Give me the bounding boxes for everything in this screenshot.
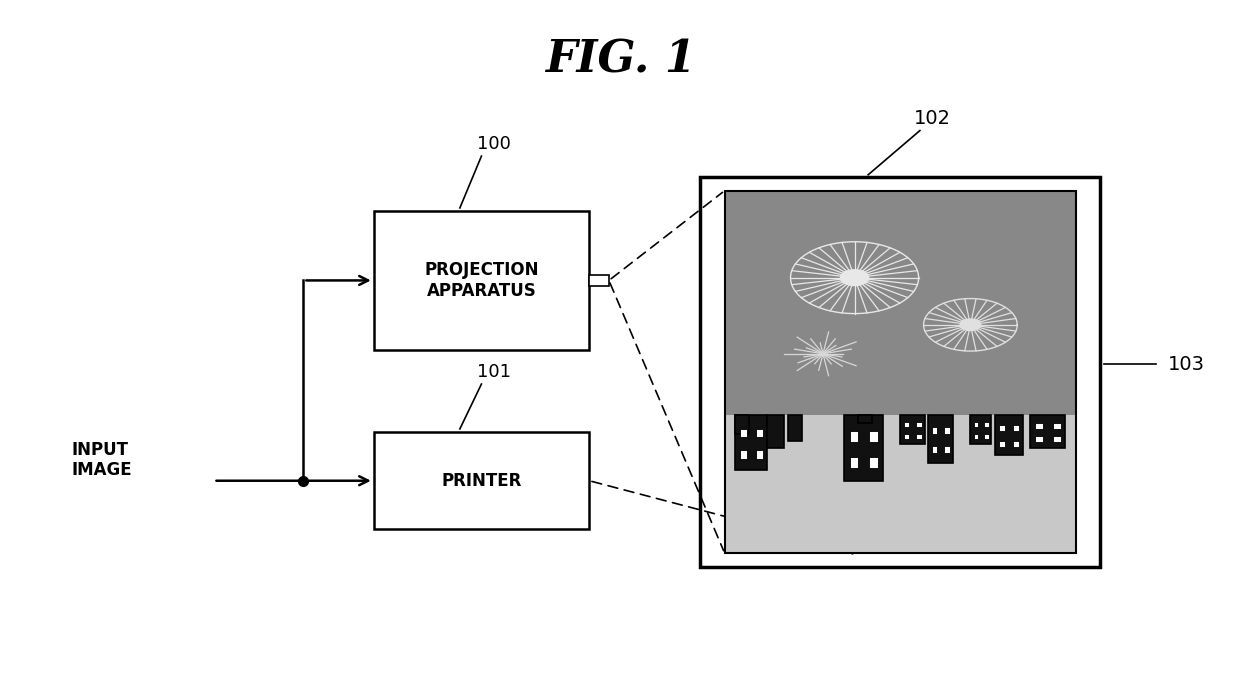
- Bar: [735, 415, 766, 470]
- Bar: [916, 422, 921, 427]
- Bar: [1030, 415, 1065, 448]
- Text: 101: 101: [476, 363, 511, 380]
- Bar: [735, 415, 749, 433]
- Bar: [944, 427, 950, 434]
- Bar: [766, 415, 785, 448]
- Bar: [844, 415, 883, 481]
- Bar: [724, 415, 1076, 553]
- Text: PRINTER: PRINTER: [441, 472, 522, 490]
- Bar: [973, 422, 978, 427]
- Bar: [944, 446, 950, 453]
- Bar: [1053, 424, 1060, 428]
- Bar: [999, 425, 1006, 431]
- Bar: [904, 434, 909, 439]
- Bar: [740, 428, 746, 437]
- Bar: [929, 415, 952, 463]
- Bar: [1053, 436, 1060, 442]
- Bar: [999, 441, 1006, 447]
- Bar: [916, 434, 921, 439]
- Bar: [932, 427, 937, 434]
- Bar: [701, 177, 1100, 567]
- Text: FIG. 1: FIG. 1: [544, 38, 696, 82]
- Bar: [1013, 441, 1019, 447]
- Bar: [858, 415, 872, 423]
- Bar: [849, 457, 858, 468]
- Bar: [900, 415, 925, 445]
- Bar: [724, 191, 1076, 553]
- Bar: [740, 450, 746, 459]
- Text: INPUT
IMAGE: INPUT IMAGE: [72, 440, 133, 480]
- Bar: [932, 446, 937, 453]
- Bar: [1035, 436, 1043, 442]
- Bar: [589, 275, 609, 286]
- Bar: [904, 422, 909, 427]
- Bar: [373, 433, 589, 529]
- Bar: [724, 191, 1076, 415]
- Bar: [869, 431, 878, 442]
- Bar: [985, 422, 988, 427]
- Circle shape: [960, 319, 981, 331]
- Text: PROJECTION
APPARATUS: PROJECTION APPARATUS: [424, 261, 538, 300]
- Bar: [755, 428, 763, 437]
- Bar: [849, 431, 858, 442]
- Bar: [373, 211, 589, 350]
- Bar: [1013, 425, 1019, 431]
- Bar: [755, 450, 763, 459]
- Bar: [1035, 424, 1043, 428]
- Bar: [994, 415, 1023, 455]
- Bar: [985, 434, 988, 439]
- Bar: [973, 434, 978, 439]
- Text: 102: 102: [914, 110, 951, 129]
- Bar: [787, 415, 802, 441]
- Text: 100: 100: [477, 135, 511, 152]
- Bar: [971, 415, 992, 445]
- Circle shape: [841, 270, 869, 286]
- Bar: [869, 457, 878, 468]
- Text: 103: 103: [1168, 354, 1205, 374]
